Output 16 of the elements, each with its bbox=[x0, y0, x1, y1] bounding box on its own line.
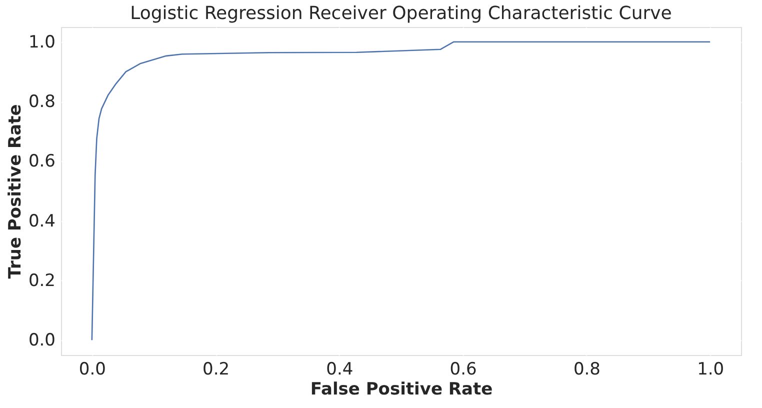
x-tick-label: 0.0 bbox=[78, 360, 106, 380]
y-tick-label: 0.4 bbox=[28, 211, 56, 232]
y-tick-label: 0.0 bbox=[28, 330, 56, 351]
y-tick-label: 0.2 bbox=[28, 270, 56, 291]
x-tick-label: 1.0 bbox=[697, 360, 724, 380]
chart-title: Logistic Regression Receiver Operating Characteristic Curve bbox=[130, 3, 672, 24]
x-axis-title: False Positive Rate bbox=[310, 380, 493, 400]
y-tick-label: 0.8 bbox=[28, 92, 56, 112]
y-tick-label: 0.6 bbox=[28, 152, 56, 172]
x-tick-label: 0.8 bbox=[573, 360, 600, 380]
y-axis-title: True Positive Rate bbox=[5, 104, 26, 279]
x-tick-label: 0.2 bbox=[202, 360, 230, 380]
y-tick-label: 1.0 bbox=[28, 32, 56, 52]
line-series bbox=[91, 41, 711, 341]
x-tick-label: 0.4 bbox=[326, 360, 354, 380]
x-tick-label: 0.6 bbox=[450, 360, 477, 380]
